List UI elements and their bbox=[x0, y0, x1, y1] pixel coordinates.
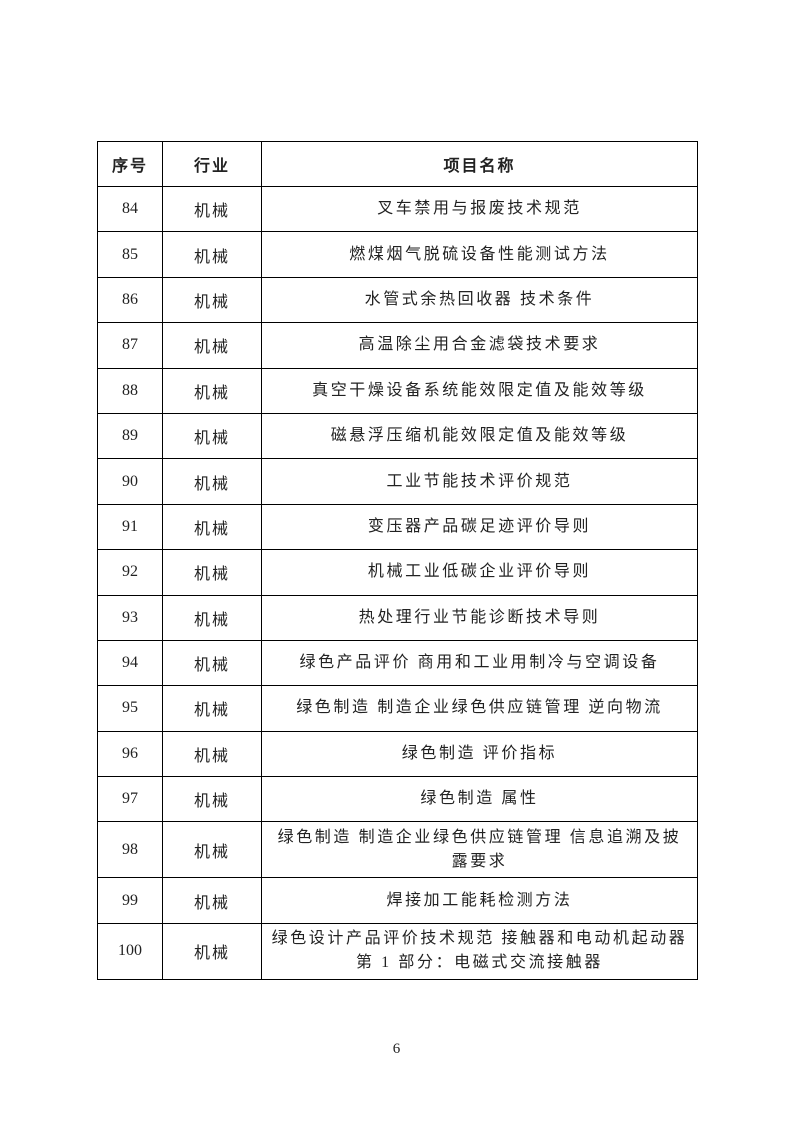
row-number: 92 bbox=[97, 549, 163, 596]
row-industry: 机械 bbox=[162, 877, 262, 924]
table-header-row: 序号 行业 项目名称 bbox=[97, 141, 698, 187]
row-industry: 机械 bbox=[162, 594, 262, 641]
row-number: 87 bbox=[97, 322, 163, 369]
row-number: 89 bbox=[97, 412, 163, 460]
row-industry: 机械 bbox=[162, 685, 262, 732]
table-row: 96 机械 绿色制造 评价指标 bbox=[97, 730, 698, 778]
row-project-name: 热处理行业节能诊断技术导则 bbox=[261, 594, 698, 641]
table-row: 91 机械 变压器产品碳足迹评价导则 bbox=[97, 503, 698, 551]
row-number: 99 bbox=[97, 877, 163, 924]
row-number: 97 bbox=[97, 776, 163, 823]
row-number: 96 bbox=[97, 730, 163, 778]
row-number: 90 bbox=[97, 458, 163, 505]
row-industry: 机械 bbox=[162, 503, 262, 551]
row-industry: 机械 bbox=[162, 639, 262, 687]
row-industry: 机械 bbox=[162, 549, 262, 596]
row-industry: 机械 bbox=[162, 730, 262, 778]
row-number: 84 bbox=[97, 185, 163, 233]
row-industry: 机械 bbox=[162, 231, 262, 278]
row-industry: 机械 bbox=[162, 367, 262, 414]
row-number: 85 bbox=[97, 231, 163, 278]
table-row: 87 机械 高温除尘用合金滤袋技术要求 bbox=[97, 322, 698, 369]
row-industry: 机械 bbox=[162, 922, 262, 980]
table-row: 95 机械 绿色制造 制造企业绿色供应链管理 逆向物流 bbox=[97, 685, 698, 732]
row-number: 94 bbox=[97, 639, 163, 687]
row-project-name: 绿色制造 制造企业绿色供应链管理 信息追溯及披 露要求 bbox=[261, 821, 698, 879]
row-industry: 机械 bbox=[162, 821, 262, 879]
row-industry: 机械 bbox=[162, 776, 262, 823]
row-project-name: 焊接加工能耗检测方法 bbox=[261, 877, 698, 924]
table-row: 88 机械 真空干燥设备系统能效限定值及能效等级 bbox=[97, 367, 698, 414]
row-number: 93 bbox=[97, 594, 163, 641]
table-row: 86 机械 水管式余热回收器 技术条件 bbox=[97, 276, 698, 324]
row-project-name: 工业节能技术评价规范 bbox=[261, 458, 698, 505]
table-row: 85 机械 燃煤烟气脱硫设备性能测试方法 bbox=[97, 231, 698, 278]
table-row: 84 机械 叉车禁用与报废技术规范 bbox=[97, 185, 698, 233]
row-number: 98 bbox=[97, 821, 163, 879]
row-industry: 机械 bbox=[162, 322, 262, 369]
row-number: 100 bbox=[97, 922, 163, 980]
table-row: 90 机械 工业节能技术评价规范 bbox=[97, 458, 698, 505]
table-row: 97 机械 绿色制造 属性 bbox=[97, 776, 698, 823]
table-row: 98 机械 绿色制造 制造企业绿色供应链管理 信息追溯及披 露要求 bbox=[97, 821, 698, 879]
row-project-name: 绿色制造 评价指标 bbox=[261, 730, 698, 778]
row-project-name: 绿色产品评价 商用和工业用制冷与空调设备 bbox=[261, 639, 698, 687]
row-project-name: 燃煤烟气脱硫设备性能测试方法 bbox=[261, 231, 698, 278]
header-industry: 行业 bbox=[162, 141, 262, 187]
project-table: 序号 行业 项目名称 84 机械 叉车禁用与报废技术规范 85 机械 燃煤烟气脱硫设备性能… bbox=[97, 141, 698, 980]
row-project-name: 变压器产品碳足迹评价导则 bbox=[261, 503, 698, 551]
row-project-name: 叉车禁用与报废技术规范 bbox=[261, 185, 698, 233]
row-project-name: 高温除尘用合金滤袋技术要求 bbox=[261, 322, 698, 369]
table-row: 100 机械 绿色设计产品评价技术规范 接触器和电动机起动器 第 1 部分：电磁式交… bbox=[97, 922, 698, 980]
table-row: 92 机械 机械工业低碳企业评价导则 bbox=[97, 549, 698, 596]
row-project-name: 真空干燥设备系统能效限定值及能效等级 bbox=[261, 367, 698, 414]
row-number: 91 bbox=[97, 503, 163, 551]
header-name: 项目名称 bbox=[261, 141, 698, 187]
table-row: 99 机械 焊接加工能耗检测方法 bbox=[97, 877, 698, 924]
table-row: 93 机械 热处理行业节能诊断技术导则 bbox=[97, 594, 698, 641]
row-industry: 机械 bbox=[162, 412, 262, 460]
header-no: 序号 bbox=[97, 141, 163, 187]
row-project-name: 磁悬浮压缩机能效限定值及能效等级 bbox=[261, 412, 698, 460]
row-number: 88 bbox=[97, 367, 163, 414]
row-industry: 机械 bbox=[162, 185, 262, 233]
row-project-name: 绿色设计产品评价技术规范 接触器和电动机起动器 第 1 部分：电磁式交流接触器 bbox=[261, 922, 698, 980]
row-project-name: 机械工业低碳企业评价导则 bbox=[261, 549, 698, 596]
table-row: 89 机械 磁悬浮压缩机能效限定值及能效等级 bbox=[97, 412, 698, 460]
row-industry: 机械 bbox=[162, 276, 262, 324]
row-project-name: 水管式余热回收器 技术条件 bbox=[261, 276, 698, 324]
row-number: 95 bbox=[97, 685, 163, 732]
row-project-name: 绿色制造 属性 bbox=[261, 776, 698, 823]
row-project-name: 绿色制造 制造企业绿色供应链管理 逆向物流 bbox=[261, 685, 698, 732]
table-row: 94 机械 绿色产品评价 商用和工业用制冷与空调设备 bbox=[97, 639, 698, 687]
page-number: 6 bbox=[392, 1041, 401, 1057]
row-industry: 机械 bbox=[162, 458, 262, 505]
row-number: 86 bbox=[97, 276, 163, 324]
